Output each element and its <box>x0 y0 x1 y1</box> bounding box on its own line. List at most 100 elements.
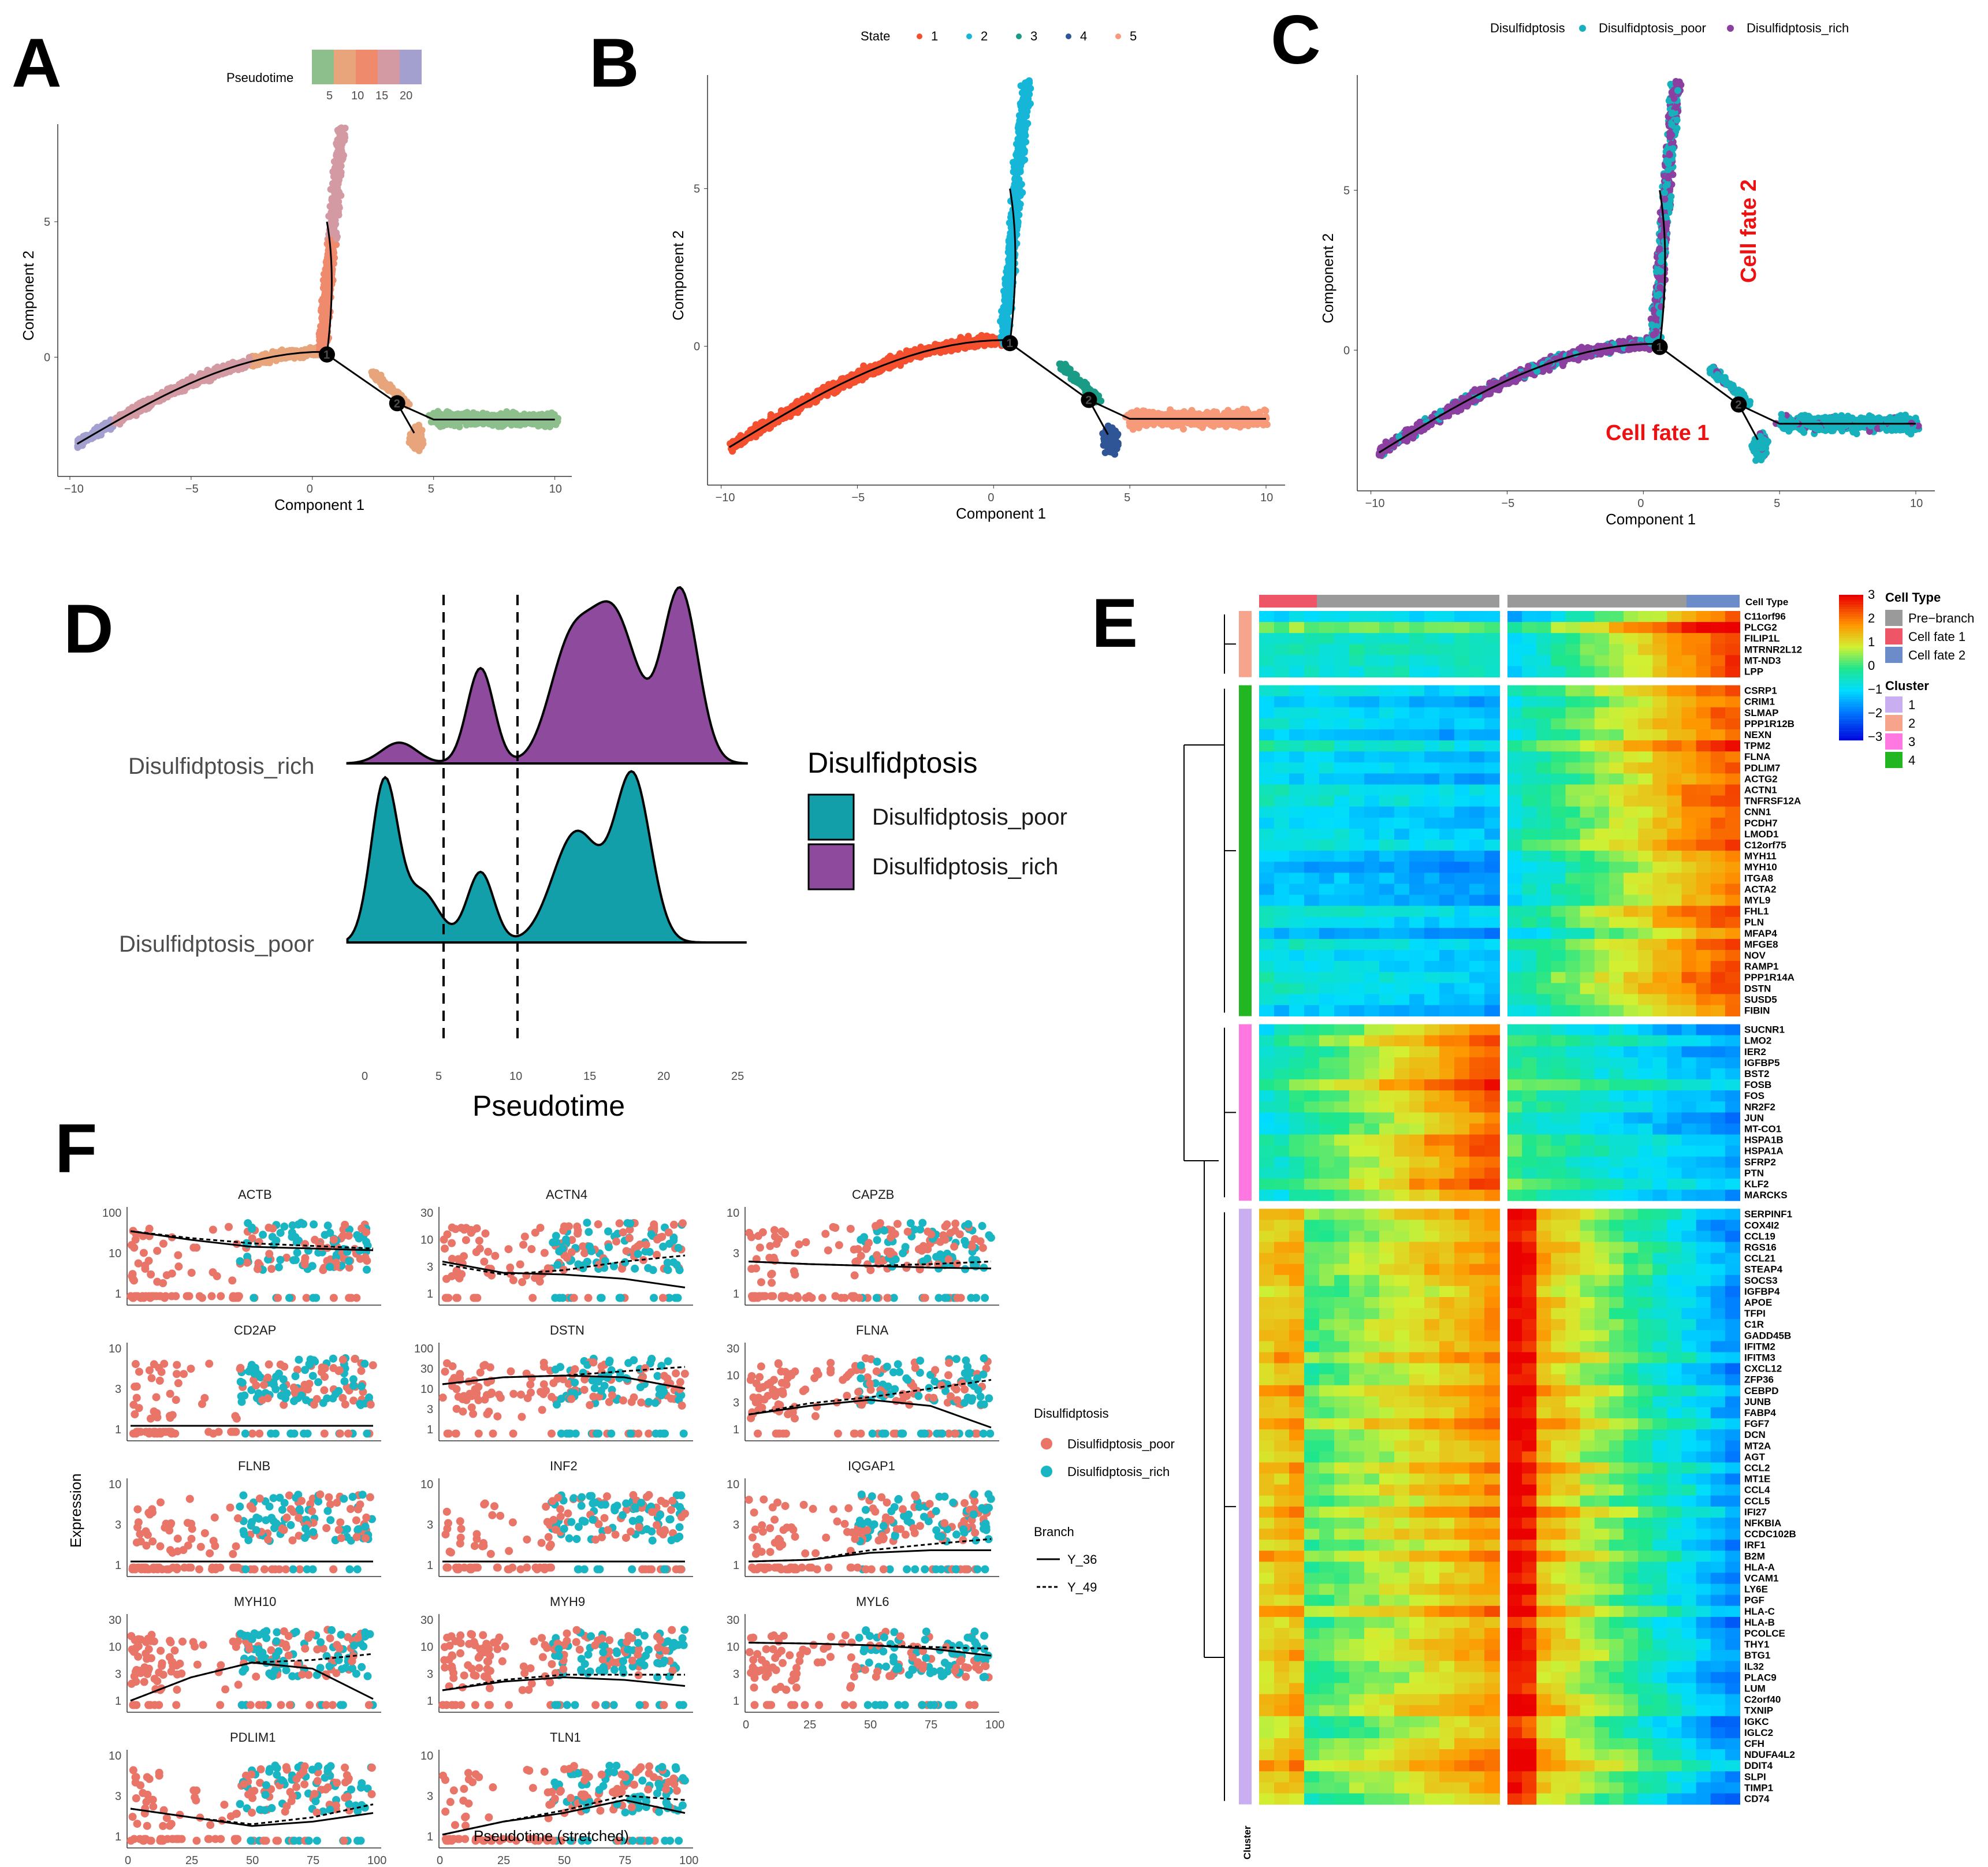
cell-point <box>1213 408 1220 416</box>
x-axis-label: Component 1 <box>1606 510 1696 528</box>
x-tick-label: 5 <box>1124 491 1130 504</box>
cell-point <box>1025 95 1032 103</box>
cell-point <box>318 314 326 322</box>
cell-point <box>489 422 496 429</box>
cell-point <box>414 435 421 443</box>
cell-point <box>1145 419 1152 427</box>
x-tick-label: −5 <box>185 483 199 495</box>
cell-point <box>753 422 760 430</box>
cell-point <box>1254 419 1261 427</box>
cell-point <box>408 439 415 446</box>
state-legend-title: State <box>861 29 890 43</box>
cell-point <box>1011 193 1019 201</box>
x-tick-label: −10 <box>1365 497 1385 510</box>
cell-point <box>837 375 845 383</box>
cell-point <box>331 204 338 212</box>
cell-point <box>497 420 504 427</box>
y-tick-label: 0 <box>694 341 700 353</box>
pseudotime-legend-swatch <box>378 50 400 84</box>
x-tick-label: 10 <box>1260 491 1273 504</box>
cell-point <box>813 397 820 405</box>
pseudotime-legend-swatch <box>334 50 356 84</box>
disulfidptosis-legend-c: Disulfidptosis Disulfidptosis_poor Disul… <box>1490 21 1849 35</box>
cell-point <box>549 419 556 427</box>
cell-point <box>1105 436 1112 444</box>
cell-point <box>1230 422 1237 429</box>
y-axis-label: Component 2 <box>20 251 37 341</box>
trajectory-line-left <box>76 351 325 445</box>
cell-point <box>204 366 211 374</box>
state-legend-dot-4 <box>1066 33 1071 39</box>
state-legend-label-4: 4 <box>1080 29 1087 43</box>
state-legend-dot-1 <box>917 33 922 39</box>
x-tick-label: −10 <box>64 483 84 495</box>
cell-point <box>917 344 925 351</box>
cell-point <box>1166 419 1174 427</box>
state-legend-label-3: 3 <box>1030 29 1037 43</box>
cell-point <box>1262 407 1270 415</box>
cell-point <box>1026 77 1033 84</box>
c-legend-rich: Disulfidptosis_rich <box>1747 21 1849 35</box>
state-legend-label-1: 1 <box>931 29 938 43</box>
cell-point <box>1180 419 1187 426</box>
pseudotime-tick-5: 5 <box>326 90 333 102</box>
cell-point <box>340 133 347 140</box>
cell-point <box>1013 182 1021 190</box>
cell-point <box>1015 158 1023 165</box>
cell-point <box>1066 367 1073 375</box>
cell-point <box>416 444 423 452</box>
panel-letter-a: A <box>12 24 62 102</box>
cell-point <box>334 181 341 188</box>
cell-point <box>1024 120 1032 127</box>
cell-point <box>1112 427 1119 435</box>
y-tick-label: 5 <box>1343 184 1350 197</box>
cell-point <box>339 155 347 162</box>
y-axis-label: Component 2 <box>1319 233 1336 323</box>
cell-point <box>1057 365 1064 372</box>
cell-point <box>542 417 549 424</box>
state-legend-label-2: 2 <box>981 29 988 43</box>
pseudotime-legend: Pseudotime 5 10 15 20 <box>226 50 422 102</box>
cell-point <box>334 195 341 202</box>
pseudotime-tick-20: 20 <box>400 90 412 102</box>
pseudotime-legend-swatch <box>356 50 378 84</box>
cell-point <box>318 305 325 312</box>
cell-point <box>1134 412 1141 419</box>
state-legend-dot-5 <box>1115 33 1121 39</box>
c-legend-poor: Disulfidptosis_poor <box>1599 21 1706 35</box>
x-axis-label: Component 1 <box>274 496 364 513</box>
cell-point <box>334 148 341 155</box>
cell-point <box>320 334 327 342</box>
cell-point <box>1126 419 1133 426</box>
cell-point <box>373 371 380 379</box>
cell-point <box>1139 407 1146 415</box>
y-tick-label: 0 <box>44 352 50 364</box>
panel-letter-f: F <box>55 1110 97 1187</box>
cell-point <box>322 266 329 273</box>
branch-point-label: 1 <box>323 349 330 362</box>
pseudotime-legend-swatch <box>312 50 334 84</box>
x-tick-label: 0 <box>1637 497 1644 510</box>
cell-point <box>1019 145 1026 152</box>
cell-point <box>1006 219 1013 226</box>
cell-point <box>338 140 346 148</box>
panel-letter-d: D <box>64 590 114 668</box>
branch-point-label: 1 <box>1007 337 1013 350</box>
x-tick-label: 5 <box>1774 497 1780 510</box>
cell-point <box>974 341 981 349</box>
x-tick-label: 10 <box>1910 497 1923 510</box>
x-tick-label: 10 <box>549 483 562 495</box>
panel-letter-e: E <box>1092 584 1138 662</box>
x-tick-label: −10 <box>716 491 735 504</box>
cell-point <box>1101 449 1109 456</box>
cell-point <box>341 124 349 132</box>
panel-letter-c: C <box>1271 1 1321 79</box>
cell-point <box>1189 419 1196 426</box>
cell-point <box>329 222 336 229</box>
cell-point <box>1003 314 1011 321</box>
cell-point <box>1074 377 1081 384</box>
state-legend-dot-2 <box>966 33 972 39</box>
